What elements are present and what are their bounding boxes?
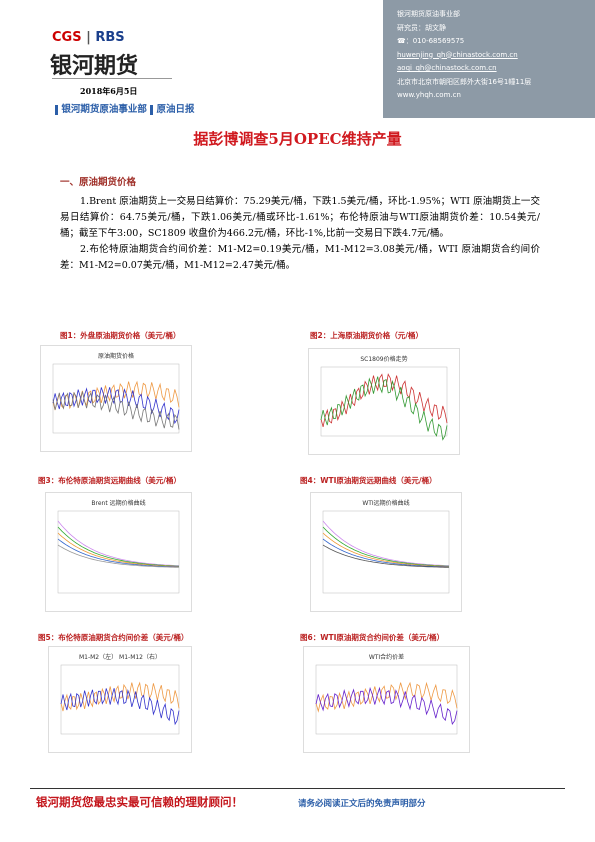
- footer-slogan: 银河期货您最忠实最可信赖的理财顾问！: [36, 795, 243, 809]
- plot-area: [315, 664, 458, 735]
- plot-area: [60, 664, 180, 735]
- logo-name: 银河期货: [50, 54, 139, 79]
- chart-line: [57, 538, 180, 568]
- plot-area: [322, 510, 450, 594]
- figure-caption: 图4：WTI原油期货远期曲线（美元/桶）: [300, 476, 437, 485]
- chart-title: Brent 远期价格曲线: [91, 499, 145, 507]
- chart-line: [322, 532, 450, 567]
- footer-disclaimer: 请务必阅读正文后的免责声明部分: [298, 799, 426, 809]
- dept-bar: 银河期货原油事业部 原油日报: [55, 101, 194, 115]
- contact-line: huwenjing_qh@chinastock.com.cn: [397, 50, 518, 59]
- report-name: 原油日报: [156, 104, 195, 115]
- contact-line: www.yhqh.com.cn: [397, 91, 461, 99]
- chart-line: [322, 526, 450, 567]
- chart-line: [60, 681, 180, 712]
- chart-line: [322, 520, 449, 567]
- figure-chart: SC1809价格走势: [308, 348, 460, 455]
- figure-chart: WTI远期价格曲线: [310, 492, 462, 612]
- footer-rule: [30, 788, 565, 789]
- plot-area: [52, 363, 180, 434]
- dept: 银河期货原油事业部: [61, 104, 147, 115]
- logo-cgs: CGS: [52, 30, 82, 45]
- chart-line: [57, 520, 179, 567]
- chart-line: [57, 532, 180, 567]
- chart-line: [315, 686, 458, 725]
- contact-line: 北京市北京市朝阳区郎外大街16号1幢11层: [397, 77, 532, 86]
- chart-line: [322, 544, 450, 568]
- chart-line: [322, 538, 450, 568]
- figure-caption: 图1：外盘原油期货价格（美元/桶）: [60, 331, 181, 340]
- logo-top: CGS | RBS: [52, 30, 125, 45]
- chart-title: WTI远期价格曲线: [362, 499, 409, 507]
- chart-line: [60, 688, 180, 726]
- chart-line: [320, 376, 448, 441]
- chart-line: [320, 373, 448, 428]
- contact-line: ☎：010-68569575: [397, 37, 465, 45]
- paragraph: 1.Brent 原油期货上一交易日结算价：75.29美元/桶，下跌1.5美元/桶…: [60, 196, 540, 239]
- figure-caption: 图3：布伦特原油期货远期曲线（美元/桶）: [38, 476, 181, 485]
- figure-chart: Brent 远期价格曲线: [45, 492, 192, 612]
- logo-rule: [52, 78, 172, 79]
- chart-line: [315, 681, 458, 713]
- section-heading: 一、原油期货价格: [60, 177, 137, 188]
- chart-line: [57, 544, 180, 568]
- plot-area: [57, 510, 180, 594]
- title: 据彭博调查5月OPEC维持产量: [193, 130, 402, 148]
- chart-line: [52, 391, 180, 430]
- contact-line: 银河期货原油事业部: [397, 10, 460, 18]
- plot-area: [320, 366, 448, 437]
- chart-title: 原油期货价格: [98, 352, 134, 360]
- paragraph: 2.布伦特原油期货合约间价差：M1-M2=0.19美元/桶，M1-M12=3.0…: [60, 244, 540, 271]
- chart-line: [52, 387, 180, 425]
- figure-caption: 图6：WTI原油期货合约间价差（美元/桶）: [300, 633, 445, 642]
- chart-title: SC1809价格走势: [360, 355, 407, 363]
- figure-caption: 图2：上海原油期货价格（元/桶）: [310, 331, 423, 340]
- figure-caption: 图5：布伦特原油期货合约间价差（美元/桶）: [38, 633, 189, 642]
- contact-line: 研究员：胡文静: [397, 23, 446, 32]
- body-text: 1.Brent 原油期货上一交易日结算价：75.29美元/桶，下跌1.5美元/桶…: [60, 194, 540, 274]
- chart-title: WTI合约价差: [369, 653, 404, 661]
- figure-chart: 原油期货价格: [40, 345, 192, 452]
- chart-title: M1-M2（左） M1-M12（右）: [79, 653, 161, 661]
- logo-rbs: RBS: [95, 30, 125, 45]
- contact-line: aoqi_qh@chinastock.com.cn: [397, 64, 497, 72]
- contact-box: 银河期货原油事业部 研究员：胡文静 ☎：010-68569575 huwenjing_…: [383, 0, 595, 118]
- chart-line: [57, 526, 180, 567]
- figure-chart: M1-M2（左） M1-M12（右）: [48, 646, 192, 753]
- date: 2018年6月5日: [80, 86, 138, 96]
- figure-chart: WTI合约价差: [303, 646, 470, 753]
